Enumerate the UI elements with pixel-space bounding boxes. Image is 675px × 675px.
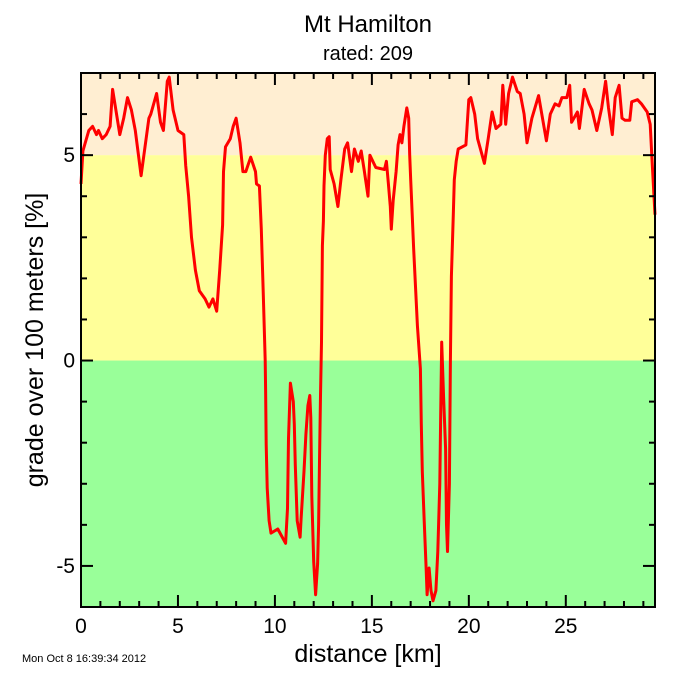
x-tick-label: 5 bbox=[172, 615, 184, 638]
x-axis-label: distance [km] bbox=[294, 640, 441, 668]
chart-subtitle: rated: 209 bbox=[323, 43, 413, 65]
y-tick-label: 0 bbox=[63, 350, 75, 373]
y-tick-label: 5 bbox=[63, 144, 75, 167]
band-2 bbox=[81, 360, 655, 607]
band-0 bbox=[81, 73, 655, 156]
plot-frame bbox=[80, 72, 656, 608]
x-tick-label: 10 bbox=[263, 615, 286, 638]
timestamp: Mon Oct 8 16:39:34 2012 bbox=[22, 653, 146, 665]
tick-labels: 0 5 10 15 20 25 -5 0 5 bbox=[56, 144, 577, 638]
x-tick-label: 0 bbox=[75, 615, 87, 638]
grade-series-line bbox=[79, 75, 657, 603]
x-tick-label: 15 bbox=[360, 615, 383, 638]
y-axis-label: grade over 100 meters [%] bbox=[21, 193, 49, 488]
chart-title: Mt Hamilton bbox=[304, 11, 432, 38]
x-tick-label: 20 bbox=[457, 615, 480, 638]
grade-bands bbox=[81, 73, 655, 607]
y-tick-label: -5 bbox=[56, 555, 75, 578]
x-tick-label: 25 bbox=[554, 615, 577, 638]
